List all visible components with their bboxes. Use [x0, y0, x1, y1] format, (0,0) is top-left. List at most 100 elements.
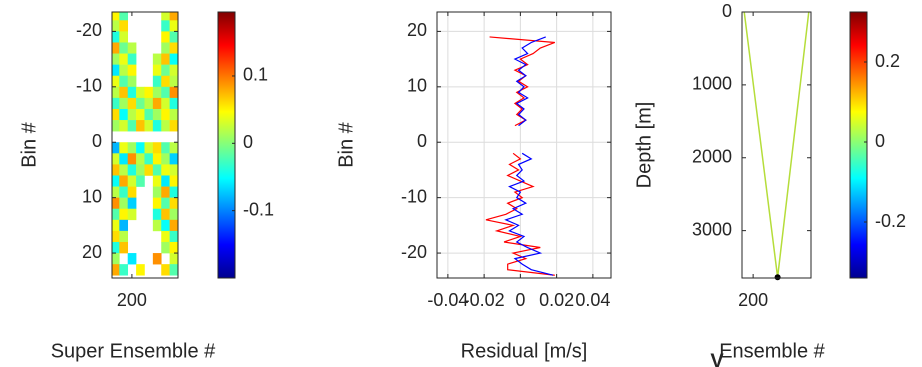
heat-cell — [169, 230, 178, 243]
heat-cell — [152, 75, 162, 88]
heat-cell — [169, 42, 178, 54]
y-axis-label: Bin # — [335, 121, 357, 167]
heat-cell — [119, 219, 129, 232]
heat-cell — [112, 64, 120, 77]
heat-cell — [169, 175, 178, 187]
heat-cell — [112, 197, 120, 210]
heat-cell — [119, 31, 129, 43]
axes-box — [111, 11, 179, 279]
heat-cell — [161, 219, 170, 232]
heat-cell — [119, 153, 129, 165]
heat-cell — [136, 175, 145, 187]
heat-cell — [112, 175, 120, 187]
heat-cell — [152, 64, 162, 77]
x-tick-label: -0.04 — [427, 290, 468, 310]
heat-cell — [119, 241, 129, 254]
heat-cell — [152, 97, 162, 110]
x-tick-label: 0 — [515, 290, 525, 310]
heat-cell — [112, 264, 120, 276]
heat-cell — [136, 97, 145, 110]
heat-cell — [119, 75, 129, 88]
track-marker — [774, 274, 781, 281]
heat-cell — [152, 153, 162, 165]
residual-line — [504, 36, 554, 276]
plot-area — [743, 12, 810, 278]
heat-cell — [161, 12, 170, 21]
heat-cell — [169, 97, 178, 110]
y-tick-label: 0 — [417, 131, 427, 151]
x-axis-label: Super Ensemble # — [51, 340, 216, 362]
heat-cell — [112, 53, 120, 65]
heat-cell — [119, 108, 129, 121]
heat-cell — [161, 230, 170, 243]
heat-cell — [112, 20, 120, 32]
x-axis-label: Residual [m/s] — [461, 340, 588, 362]
heat-cell — [119, 197, 129, 210]
heat-cell — [112, 42, 120, 54]
colorbar-tick-label: -0.1 — [243, 199, 274, 219]
heat-cell — [144, 153, 154, 165]
heat-cell — [112, 208, 120, 221]
heat-cell — [161, 64, 170, 77]
heat-cell — [112, 241, 120, 254]
y-tick-label: 1000 — [692, 74, 732, 94]
heat-cell — [161, 120, 170, 132]
heat-cell — [161, 142, 170, 154]
heat-cell — [161, 264, 170, 276]
heat-cell — [112, 153, 120, 165]
x-tick-label: 0.02 — [539, 290, 574, 310]
heat-cell — [169, 108, 178, 121]
heat-cell — [127, 86, 137, 99]
heat-cell — [161, 86, 170, 99]
heat-cell — [119, 175, 129, 187]
heat-cell — [136, 142, 145, 154]
y-tick-label: 3000 — [692, 219, 732, 239]
y-tick-label: 0 — [722, 1, 732, 21]
heat-cell — [144, 120, 154, 132]
heat-cell — [136, 153, 145, 165]
heat-cell — [136, 108, 145, 121]
heat-cell — [152, 164, 162, 176]
axes-box — [436, 11, 612, 279]
heat-cell — [119, 64, 129, 77]
y-tick-label: 20 — [82, 242, 102, 262]
heat-cell — [144, 97, 154, 110]
heat-cell — [161, 208, 170, 221]
heat-cell — [112, 97, 120, 110]
heat-cell — [152, 86, 162, 99]
heat-cell — [119, 97, 129, 110]
heat-cell — [152, 108, 162, 121]
y-tick-label: 20 — [407, 20, 427, 40]
heat-cell — [127, 153, 137, 165]
heat-cell — [161, 20, 170, 32]
heat-cell — [152, 142, 162, 154]
heat-cell — [112, 108, 120, 121]
heat-cell — [112, 219, 120, 232]
heat-cell — [169, 219, 178, 232]
heat-cell — [127, 108, 137, 121]
heat-cell — [119, 20, 129, 32]
heat-cell — [127, 97, 137, 110]
heat-cell — [161, 97, 170, 110]
heat-cell — [161, 53, 170, 65]
heat-cell — [161, 153, 170, 165]
plot-area — [437, 12, 611, 278]
heat-cell — [127, 164, 137, 176]
heat-cell — [127, 120, 137, 132]
colorbar — [217, 11, 236, 279]
heat-cell — [152, 53, 162, 65]
heat-cell — [119, 230, 129, 243]
heat-cell — [152, 186, 162, 198]
heat-cell — [161, 186, 170, 198]
colorbar-tick-label: 0 — [875, 131, 885, 151]
heat-cell — [112, 31, 120, 43]
heat-cell — [127, 42, 137, 54]
y-tick-label: 10 — [407, 76, 427, 96]
heat-cell — [127, 53, 137, 65]
y-tick-label: 0 — [92, 131, 102, 151]
colorbar-tick-label: 0.1 — [243, 65, 268, 85]
heat-cell — [112, 253, 120, 265]
residual-line — [485, 36, 556, 276]
heat-cell — [152, 175, 162, 187]
heat-cell — [144, 142, 154, 154]
